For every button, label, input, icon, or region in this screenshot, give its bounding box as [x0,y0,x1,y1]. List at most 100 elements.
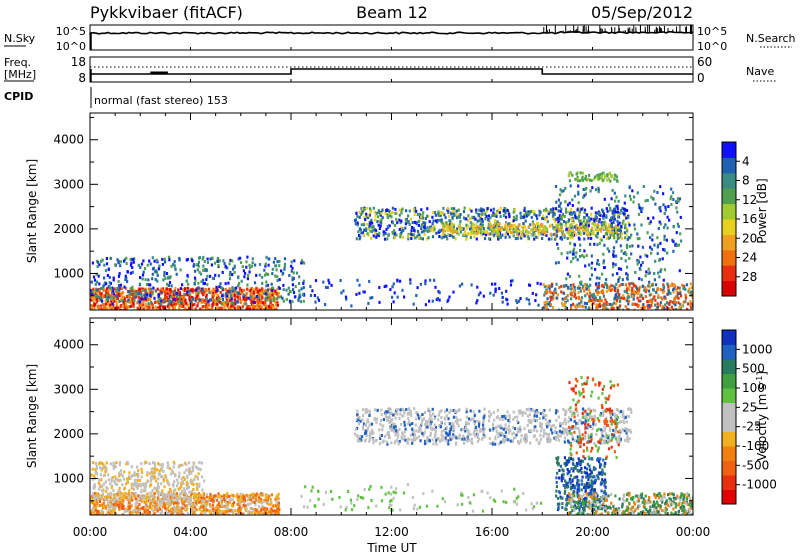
echo-cell [650,195,653,199]
echo-cell [270,297,273,301]
echo-cell [624,208,627,212]
echo-cell [551,210,554,214]
echo-cell [246,494,249,498]
echo-cell [180,477,184,481]
echo-cell [205,508,208,512]
echo-cell [530,215,533,219]
echo-cell [238,305,241,309]
echo-cell [657,293,660,297]
echo-cell [228,277,232,281]
echo-cell [628,299,631,303]
echo-cell [104,489,107,493]
echo-cell [613,226,616,230]
echo-cell [679,302,682,306]
echo-cell [559,193,562,197]
colorbar-swatch [722,203,736,220]
echo-cell [186,483,190,486]
echo-cell [618,221,621,225]
echo-cell [611,174,614,178]
echo-cell [675,206,678,210]
echo-cell [666,282,669,286]
echo-cell [97,308,100,310]
echo-cell [97,295,100,299]
echo-cell [205,306,208,310]
echo-cell [547,302,550,306]
echo-cell [689,290,692,294]
echo-cell [672,290,675,294]
echo-cell [443,213,446,217]
echo-cell [630,281,633,285]
echo-cell [269,298,272,302]
echo-cell [393,224,397,227]
echo-cell [577,291,580,295]
echo-cell [261,301,264,305]
echo-cell [155,300,158,304]
echo-cell [472,222,475,226]
echo-cell [604,175,607,179]
echo-cell [450,212,453,216]
echo-cell [117,292,120,296]
echo-cell [113,307,116,310]
echo-cell [630,293,633,297]
echo-cell [136,505,140,509]
echo-cell [136,291,139,295]
echo-cell [119,283,122,287]
echo-cell [447,233,450,237]
echo-cell [555,296,558,300]
echo-cell [489,216,492,220]
echo-cell [92,512,96,515]
echo-cell [615,298,618,302]
echo-cell [617,199,620,203]
echo-cell [225,510,228,514]
echo-cell [173,264,176,268]
echo-cell [651,238,654,242]
echo-cell [648,222,651,226]
echo-cell [283,267,286,271]
echo-cell [162,469,165,473]
echo-cell [538,209,541,213]
echo-cell [166,292,169,296]
echo-cell [121,299,124,303]
echo-cell [90,295,93,298]
echo-cell [193,509,196,513]
echo-cell [221,509,224,513]
echo-cell [556,242,559,246]
echo-cell [618,211,621,215]
echo-cell [452,223,455,227]
echo-cell [461,282,464,286]
echo-cell [133,472,136,476]
echo-cell [172,306,175,310]
echo-cell [269,302,272,305]
echo-cell [191,289,194,293]
echo-cell [196,466,199,470]
echo-cell [138,282,142,286]
echo-cell [193,478,196,481]
echo-cell [662,192,665,196]
echo-cell [541,237,544,240]
echo-cell [533,231,536,234]
echo-cell [615,292,618,296]
echo-cell [647,300,650,304]
echo-cell [675,231,678,235]
echo-cell [422,211,425,215]
echo-cell [610,222,613,225]
echo-cell [135,507,139,510]
echo-cell [298,289,301,293]
echo-cell [584,294,587,298]
echo-cell [205,278,208,281]
echo-cell [163,493,166,496]
echo-cell [584,282,587,286]
echo-cell [637,303,640,307]
echo-cell [527,298,530,302]
echo-cell [218,306,221,310]
echo-cell [596,262,599,266]
echo-cell [205,495,208,499]
echo-cell [600,176,603,180]
echo-cell [389,214,392,218]
echo-cell [242,512,245,515]
noise-panel: N.Sky 10^5 10^0 10^5 10^0 N.Search [4,24,796,53]
echo-cell [570,287,574,291]
echo-cell [570,223,573,226]
echo-cell [246,287,249,291]
